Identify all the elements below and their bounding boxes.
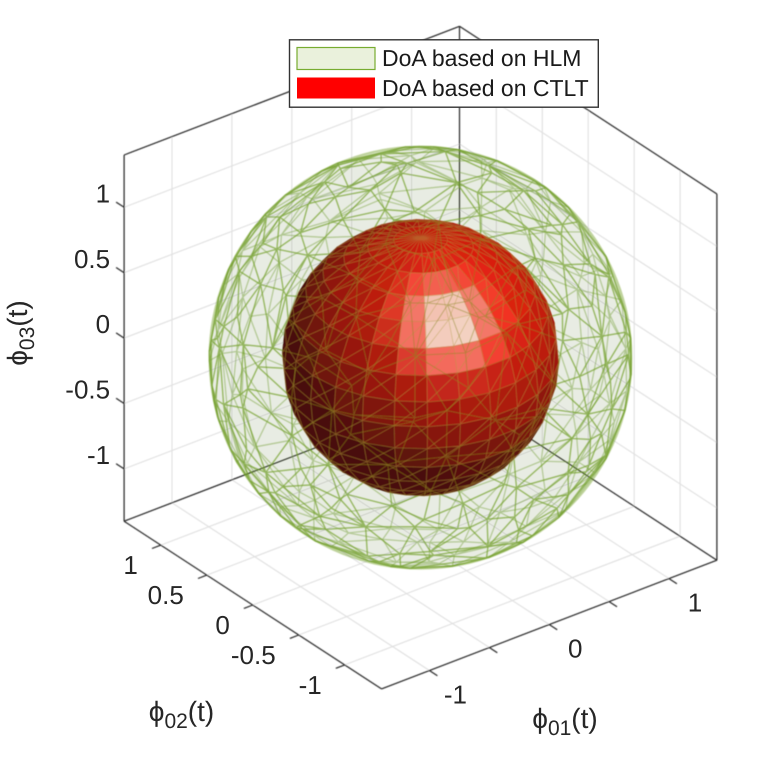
svg-text:1: 1 <box>688 588 702 618</box>
svg-text:DoA based on CTLT: DoA based on CTLT <box>382 75 589 101</box>
svg-text:-1: -1 <box>299 670 322 700</box>
svg-text:0: 0 <box>568 634 582 664</box>
svg-text:0: 0 <box>96 309 110 339</box>
svg-text:-0.5: -0.5 <box>65 375 110 405</box>
svg-text:DoA based on HLM: DoA based on HLM <box>382 45 581 71</box>
svg-text:-1: -1 <box>444 680 467 710</box>
svg-text:ϕ01(t): ϕ01(t) <box>532 703 597 740</box>
svg-text:0.5: 0.5 <box>74 244 110 274</box>
svg-text:1: 1 <box>96 178 110 208</box>
svg-text:-1: -1 <box>87 440 110 470</box>
svg-text:0.5: 0.5 <box>148 580 184 610</box>
svg-text:1: 1 <box>123 550 137 580</box>
svg-text:0: 0 <box>215 610 229 640</box>
svg-text:ϕ03(t): ϕ03(t) <box>2 300 39 365</box>
svg-text:-0.5: -0.5 <box>231 640 276 670</box>
svg-text:ϕ02(t): ϕ02(t) <box>149 696 214 733</box>
